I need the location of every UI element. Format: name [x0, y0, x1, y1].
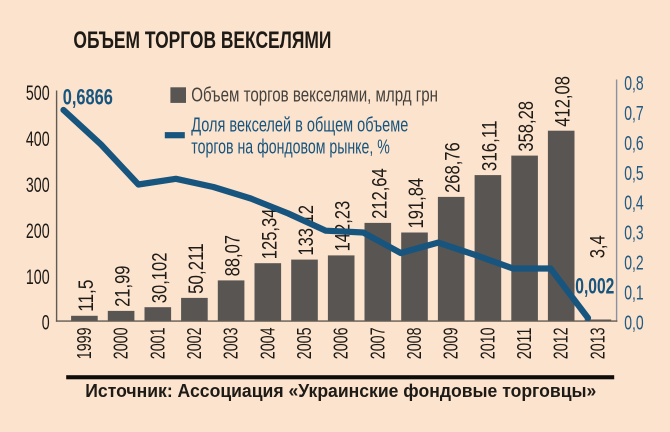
- svg-text:412,08: 412,08: [551, 76, 575, 127]
- svg-text:2003: 2003: [220, 328, 243, 360]
- svg-text:400: 400: [26, 128, 50, 151]
- svg-text:0,002: 0,002: [575, 274, 614, 299]
- svg-text:2011: 2011: [513, 328, 536, 360]
- svg-text:0,1: 0,1: [624, 281, 643, 304]
- svg-text:212,64: 212,64: [367, 168, 391, 219]
- svg-text:268,76: 268,76: [441, 142, 465, 193]
- svg-text:2002: 2002: [183, 328, 206, 360]
- svg-text:3,4: 3,4: [586, 235, 610, 258]
- svg-text:1999: 1999: [73, 328, 96, 360]
- svg-text:Объем торгов векселями, млрд г: Объем торгов векселями, млрд грн: [191, 85, 438, 107]
- svg-text:2001: 2001: [146, 328, 169, 360]
- svg-text:0,5: 0,5: [624, 162, 643, 185]
- svg-text:0,6866: 0,6866: [63, 84, 113, 109]
- svg-text:316,11: 316,11: [477, 121, 501, 172]
- svg-text:300: 300: [26, 174, 50, 197]
- svg-text:200: 200: [26, 220, 50, 243]
- svg-text:2007: 2007: [366, 328, 389, 360]
- svg-text:191,84: 191,84: [404, 178, 428, 229]
- svg-text:125,34: 125,34: [257, 209, 281, 260]
- svg-text:0,2: 0,2: [624, 252, 643, 275]
- svg-text:Доля векселей в общем объеме: Доля векселей в общем объеме: [191, 115, 408, 137]
- svg-text:0,6: 0,6: [624, 132, 643, 155]
- svg-text:358,28: 358,28: [514, 101, 538, 152]
- svg-text:88,07: 88,07: [221, 235, 245, 276]
- svg-text:торгов на фондовом рынке, %: торгов на фондовом рынке, %: [191, 137, 390, 159]
- svg-text:0,7: 0,7: [624, 102, 643, 125]
- svg-text:2005: 2005: [293, 328, 316, 360]
- svg-text:0,3: 0,3: [624, 222, 643, 245]
- svg-text:ОБЪЕМ ТОРГОВ ВЕКСЕЛЯМИ: ОБЪЕМ ТОРГОВ ВЕКСЕЛЯМИ: [73, 27, 331, 54]
- svg-text:Источник: Ассоциация «Украинск: Источник: Ассоциация «Украинские фондовы…: [85, 380, 596, 401]
- svg-text:2013: 2013: [586, 328, 609, 360]
- svg-text:2012: 2012: [550, 328, 573, 360]
- svg-text:2009: 2009: [440, 328, 463, 360]
- svg-text:142,23: 142,23: [331, 201, 355, 252]
- svg-text:21,99: 21,99: [111, 266, 135, 307]
- svg-text:2010: 2010: [476, 328, 499, 360]
- svg-text:0,8: 0,8: [624, 72, 643, 95]
- svg-text:100: 100: [26, 266, 50, 289]
- svg-text:2004: 2004: [256, 328, 279, 360]
- svg-text:0,4: 0,4: [624, 192, 643, 215]
- svg-text:0,0: 0,0: [624, 311, 643, 334]
- svg-text:11,5: 11,5: [74, 280, 98, 312]
- svg-text:500: 500: [26, 82, 50, 105]
- svg-text:30,102: 30,102: [147, 253, 171, 304]
- svg-text:0: 0: [42, 312, 50, 335]
- svg-text:50,211: 50,211: [184, 243, 208, 294]
- svg-text:133,12: 133,12: [294, 205, 318, 256]
- svg-text:2000: 2000: [110, 328, 133, 360]
- svg-text:2006: 2006: [330, 328, 353, 360]
- svg-text:2008: 2008: [403, 328, 426, 360]
